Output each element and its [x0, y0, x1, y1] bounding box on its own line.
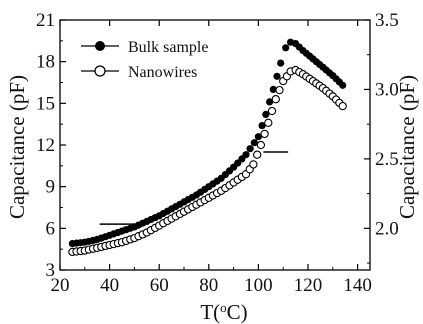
- x-tick-label: 80: [199, 275, 218, 296]
- data-point: [267, 106, 277, 116]
- data-point: [273, 72, 281, 80]
- data-point: [277, 59, 285, 67]
- legend-nanowires-label: Nanowires: [128, 64, 197, 81]
- x-tick-label: 140: [343, 275, 372, 296]
- data-point: [249, 160, 258, 169]
- y-left-tick-label: 9: [46, 177, 56, 198]
- y-axis-right: 2.0 2.5 3.0 3.5: [364, 10, 399, 264]
- y-left-tick-label: 12: [36, 135, 55, 156]
- x-tick-label: 20: [51, 275, 70, 296]
- data-point: [254, 133, 262, 141]
- data-point: [266, 98, 274, 106]
- data-point: [250, 139, 258, 147]
- y-right-tick-label: 3.5: [375, 10, 399, 31]
- y-axis-left: 3 6 9 12 15 18 21: [36, 10, 66, 281]
- data-point: [339, 81, 347, 89]
- data-point: [275, 85, 284, 95]
- y-axis-right-title: Capacitance (pF): [395, 75, 419, 219]
- y-left-tick-label: 15: [36, 93, 55, 114]
- x-tick-label: 100: [244, 275, 273, 296]
- data-point: [242, 151, 250, 159]
- series-bulk-sample: [68, 38, 347, 248]
- x-axis-title: T(oC): [200, 300, 247, 324]
- legend: Bulk sample Nanowires: [81, 39, 208, 81]
- x-axis-title-degree: o: [220, 300, 227, 315]
- data-point: [256, 140, 266, 150]
- x-axis-title-base: T(: [200, 300, 220, 324]
- y-right-tick-label: 3.0: [375, 79, 399, 100]
- data-point: [271, 95, 280, 104]
- series-layer: [68, 38, 347, 257]
- y-left-tick-label: 3: [46, 260, 56, 281]
- data-point: [246, 145, 254, 153]
- y-left-tick-label: 6: [46, 218, 56, 239]
- data-point: [338, 101, 347, 111]
- indicator-layer: [99, 151, 289, 225]
- x-axis-title-unit: C): [227, 300, 248, 324]
- legend-bulk-label: Bulk sample: [128, 39, 208, 56]
- y-right-tick-label: 2.5: [375, 149, 399, 170]
- y-right-tick-label: 2.0: [375, 218, 399, 239]
- series-nanowires: [68, 65, 347, 257]
- data-point: [269, 85, 277, 93]
- y-left-tick-label: 18: [36, 52, 55, 73]
- y-axis-left-title: Capacitance (pF): [5, 75, 29, 219]
- y-left-tick-label: 21: [36, 10, 55, 31]
- x-tick-label: 120: [294, 275, 323, 296]
- data-point: [260, 129, 269, 139]
- plot-area-border: [59, 19, 371, 271]
- x-tick-label: 60: [150, 275, 169, 296]
- x-axis: 20 40 60 80 100 120 140: [51, 20, 372, 296]
- legend-bulk-marker: [95, 41, 105, 51]
- legend-nanowires-marker: [94, 65, 106, 77]
- data-point: [258, 122, 266, 130]
- data-point: [264, 118, 273, 127]
- data-point: [253, 150, 262, 159]
- plot-frame: [59, 19, 371, 271]
- x-tick-label: 40: [100, 275, 119, 296]
- data-point: [282, 44, 290, 52]
- data-point: [262, 110, 270, 118]
